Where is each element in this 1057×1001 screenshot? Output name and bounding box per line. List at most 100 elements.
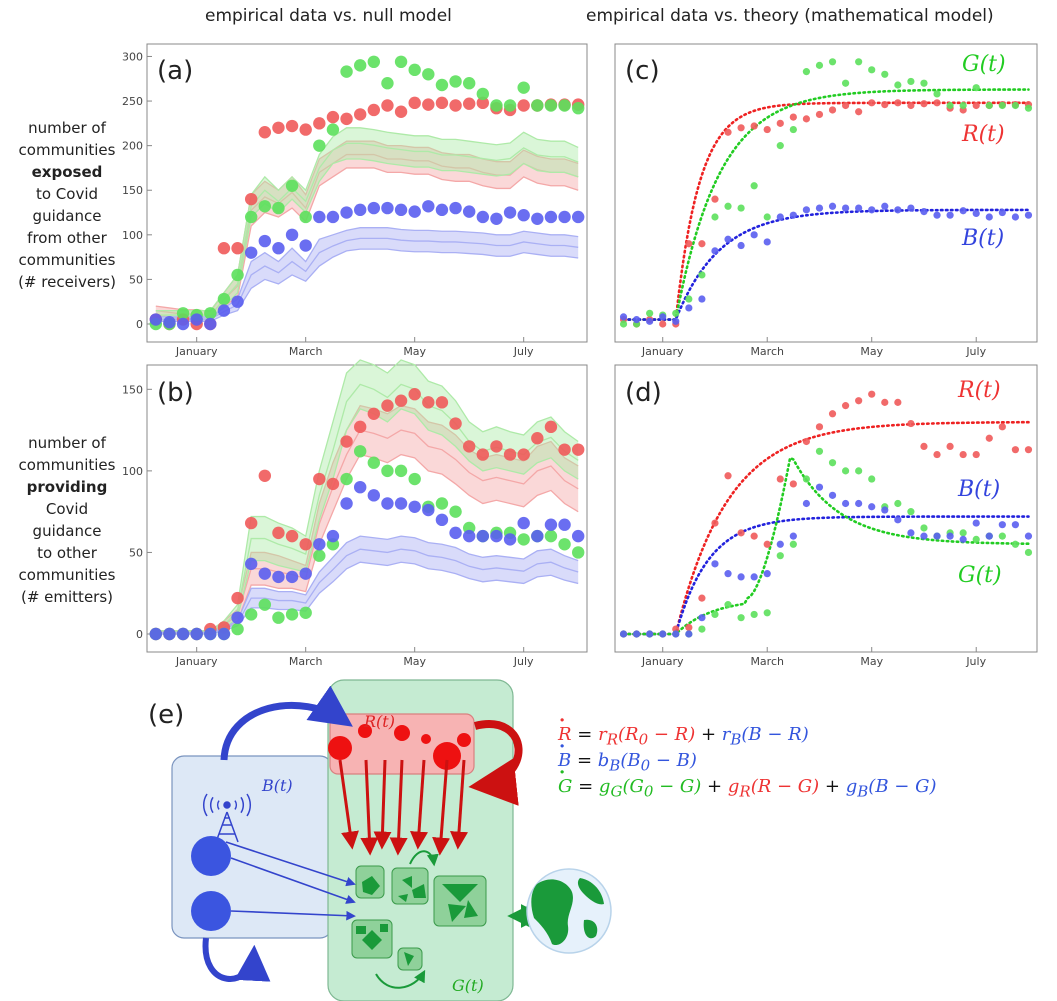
data-point-blue [517, 209, 530, 222]
data-point-red [946, 442, 954, 451]
b-to-g-arrow [225, 841, 356, 887]
data-point-red [894, 99, 902, 107]
data-point-green [698, 625, 706, 633]
data-point-green [313, 139, 326, 152]
data-point-blue [326, 210, 340, 224]
data-point-green [299, 210, 312, 224]
data-point-green [258, 598, 272, 611]
data-point-red [659, 320, 667, 328]
data-point-blue [698, 614, 706, 622]
data-point-blue [789, 532, 797, 540]
data-point-red [231, 591, 244, 605]
data-point-red [299, 538, 312, 551]
data-point-green [544, 99, 558, 112]
data-point-red [1024, 446, 1033, 454]
data-point-blue [422, 503, 435, 517]
data-point-red [544, 420, 558, 434]
x-tick-label: May [860, 655, 883, 668]
diagram-label-r: R(t) [364, 712, 395, 731]
fit-curve-red [622, 420, 1030, 636]
r-node [328, 736, 352, 760]
data-point-red [972, 101, 980, 110]
band-line-green [155, 359, 579, 632]
panel-label-a: (a) [157, 56, 194, 86]
equation-token: R [606, 730, 618, 749]
data-point-blue [176, 627, 190, 641]
g-shape [362, 930, 382, 950]
data-point-blue [462, 205, 476, 218]
data-point-green [244, 210, 258, 224]
data-point-red [422, 98, 435, 111]
data-point-green [367, 456, 381, 469]
data-point-blue [933, 532, 941, 540]
data-point-red [258, 469, 272, 482]
data-point-blue [985, 532, 993, 540]
data-point-green [367, 55, 381, 69]
data-point-red [285, 119, 299, 133]
data-point-red [285, 529, 299, 543]
data-point-blue [959, 207, 967, 215]
panel-label-e: (e) [148, 700, 185, 730]
data-point-green [272, 201, 285, 215]
x-tick-label: March [750, 345, 784, 358]
data-point-red [394, 394, 408, 407]
data-point-green [422, 68, 435, 81]
data-point-green [894, 499, 902, 508]
equation-token: (B [620, 750, 641, 771]
equation-line: B = bB(B0 − B) [558, 748, 936, 775]
data-point-red [998, 423, 1006, 431]
data-point-blue [163, 316, 176, 329]
data-point-red [776, 475, 784, 483]
row-label-emitters: number of communities providing Covid gu… [8, 432, 126, 608]
row-label-line: guidance [32, 207, 102, 225]
data-point-red [408, 96, 421, 110]
data-point-blue [367, 489, 381, 502]
header-theory: empirical data vs. theory (mathematical … [586, 6, 994, 26]
data-point-green [724, 202, 732, 210]
equation-token: 0 [640, 756, 651, 775]
y-tick-label: 150 [122, 184, 143, 197]
label-b-d: B(t) [958, 477, 1001, 502]
data-point-blue [313, 538, 326, 551]
row-label-line: number of [28, 119, 106, 137]
data-point-blue [724, 235, 732, 243]
data-point-blue [985, 213, 993, 221]
data-point-red [381, 99, 394, 112]
data-point-green [381, 464, 394, 478]
data-point-green [789, 540, 797, 548]
data-point-blue [841, 204, 850, 212]
data-point-green [462, 77, 476, 90]
data-point-green [841, 79, 850, 87]
data-point-red [353, 108, 367, 121]
data-point-blue [149, 313, 163, 326]
x-tick-label: March [750, 655, 784, 668]
data-point-blue [659, 630, 667, 638]
label-g-c: G(t) [962, 52, 1006, 77]
data-point-blue [353, 480, 367, 494]
data-point-blue [750, 231, 758, 239]
data-point-blue [503, 533, 517, 546]
data-point-green [1024, 548, 1033, 557]
data-point-green [571, 101, 585, 115]
data-point-green [1024, 104, 1033, 112]
data-point-blue [517, 516, 530, 530]
data-point-blue [531, 529, 544, 543]
y-tick-label: 50 [129, 546, 143, 559]
band-blue [155, 536, 579, 634]
header-null-model: empirical data vs. null model [205, 6, 452, 26]
data-point-blue [907, 529, 915, 537]
data-point-green [544, 529, 558, 543]
x-tick-label: January [641, 655, 684, 668]
data-point-green [998, 532, 1006, 540]
data-point-blue [789, 211, 797, 219]
data-point-blue [326, 529, 340, 543]
data-point-blue [1024, 532, 1033, 540]
data-point-red [476, 448, 490, 461]
equation-token: r [721, 724, 731, 745]
data-point-blue [646, 630, 654, 638]
data-point-blue [619, 630, 628, 638]
equation-token: B [730, 730, 742, 749]
x-tick-label: March [289, 655, 323, 668]
data-point-red [299, 123, 312, 136]
data-point-blue [394, 203, 408, 217]
